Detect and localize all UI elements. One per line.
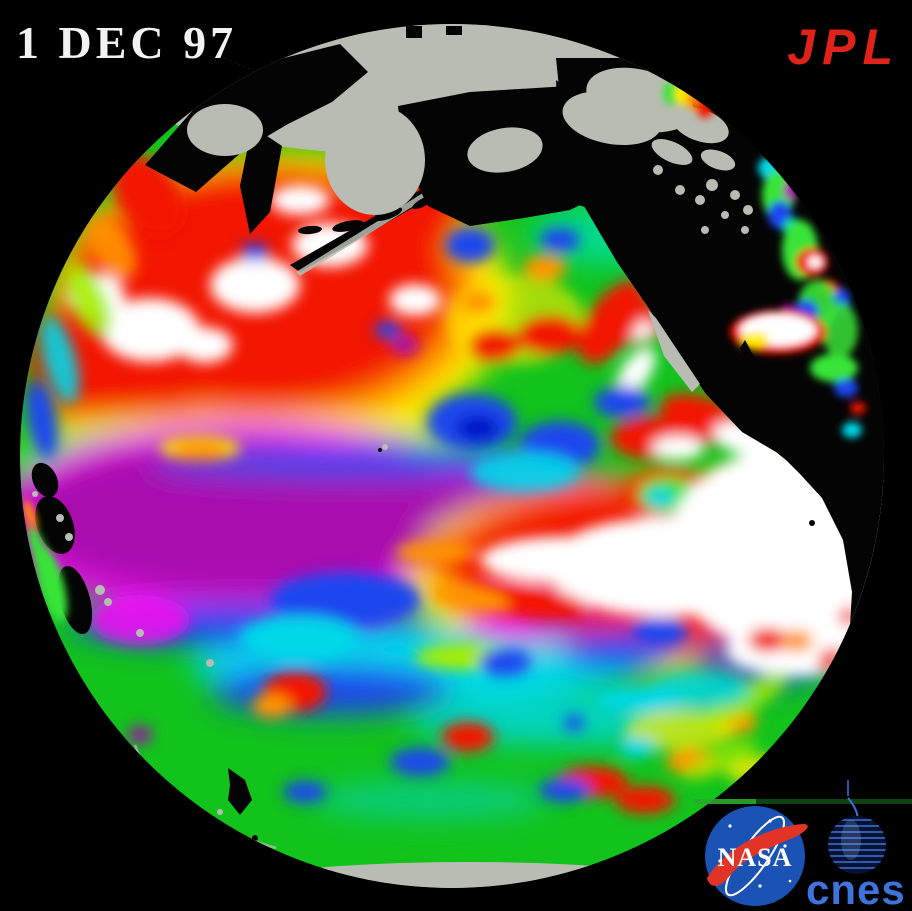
small-island bbox=[252, 835, 258, 841]
cnes-logo: cnes bbox=[806, 780, 906, 911]
cnes-sphere-icon bbox=[828, 780, 886, 874]
cnes-wordmark: cnes bbox=[806, 866, 906, 911]
aleutian-islands bbox=[298, 183, 464, 235]
ice-cap-notch bbox=[406, 26, 422, 38]
new-zealand-landmass bbox=[228, 768, 252, 815]
new-guinea-landmass bbox=[23, 462, 93, 635]
kamchatka-landmass bbox=[240, 126, 282, 234]
pacific-islands bbox=[32, 444, 388, 815]
scanline-artifact bbox=[694, 799, 912, 804]
nasa-meatball-icon bbox=[705, 806, 808, 906]
jpl-logo: JPL bbox=[787, 19, 900, 75]
ice-cap-notch bbox=[446, 26, 462, 35]
galapagos-island bbox=[809, 520, 815, 526]
nasa-logo: NASA bbox=[705, 806, 808, 906]
atlantic-data-strip bbox=[663, 81, 866, 438]
nasa-wordmark: NASA bbox=[718, 843, 793, 872]
nasa-red-swoosh bbox=[707, 824, 808, 886]
cuba-landmass bbox=[766, 368, 820, 396]
baja-california-peninsula bbox=[648, 310, 700, 392]
hawaii-island bbox=[378, 448, 382, 452]
florida-landmass bbox=[740, 340, 760, 372]
date-label: 1 DEC 97 bbox=[16, 17, 237, 68]
